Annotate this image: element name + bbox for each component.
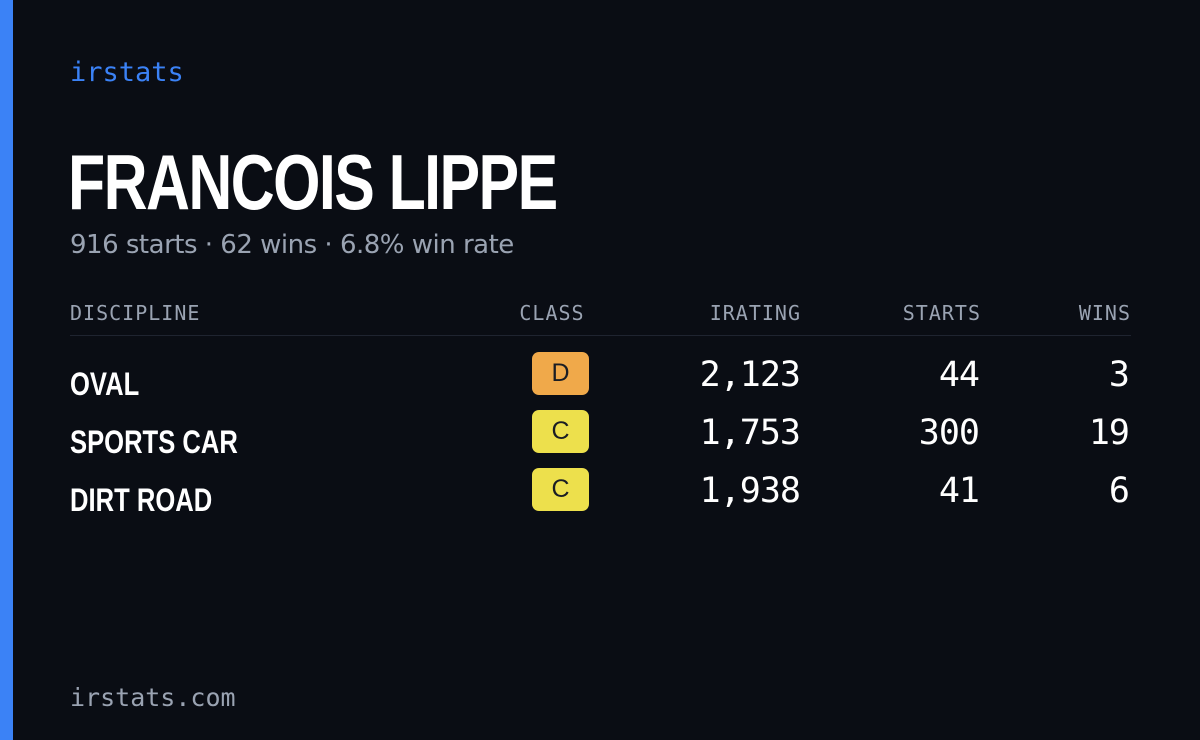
- table-row: OVAL D 2,123 44 3: [70, 352, 1131, 410]
- irating-value: 1,753: [699, 413, 801, 453]
- starts-value: 41: [938, 471, 980, 511]
- driver-name: FRANCOIS LIPPE: [68, 138, 558, 226]
- driver-summary: 916 starts · 62 wins · 6.8% win rate: [70, 230, 514, 260]
- header-wins: WINS: [1078, 301, 1131, 325]
- table-row: SPORTS CAR C 1,753 300 19: [70, 410, 1131, 468]
- irating-value: 1,938: [699, 471, 801, 511]
- class-badge: C: [532, 410, 589, 453]
- discipline-name: OVAL: [70, 366, 140, 402]
- discipline-name: SPORTS CAR: [70, 424, 238, 460]
- table-row: DIRT ROAD C 1,938 41 6: [70, 468, 1131, 526]
- discipline-name: DIRT ROAD: [70, 482, 213, 518]
- brand-logo-text: irstats: [70, 57, 184, 88]
- table-header: DISCIPLINE CLASS IRATING STARTS WINS: [70, 296, 1131, 336]
- stats-table: DISCIPLINE CLASS IRATING STARTS WINS OVA…: [70, 296, 1131, 526]
- table-body: OVAL D 2,123 44 3 SPORTS CAR C 1,753 300…: [70, 336, 1131, 526]
- wins-value: 6: [1108, 471, 1130, 511]
- class-badge: C: [532, 468, 589, 511]
- wins-value: 19: [1088, 413, 1130, 453]
- header-class: CLASS: [519, 301, 585, 325]
- wins-value: 3: [1108, 355, 1130, 395]
- header-discipline: DISCIPLINE: [70, 301, 201, 325]
- irating-value: 2,123: [699, 355, 801, 395]
- starts-value: 300: [918, 413, 980, 453]
- header-starts: STARTS: [902, 301, 981, 325]
- accent-bar: [0, 0, 13, 740]
- header-irating: IRATING: [709, 301, 801, 325]
- footer-url: irstats.com: [70, 683, 236, 712]
- starts-value: 44: [938, 355, 980, 395]
- class-badge: D: [532, 352, 589, 395]
